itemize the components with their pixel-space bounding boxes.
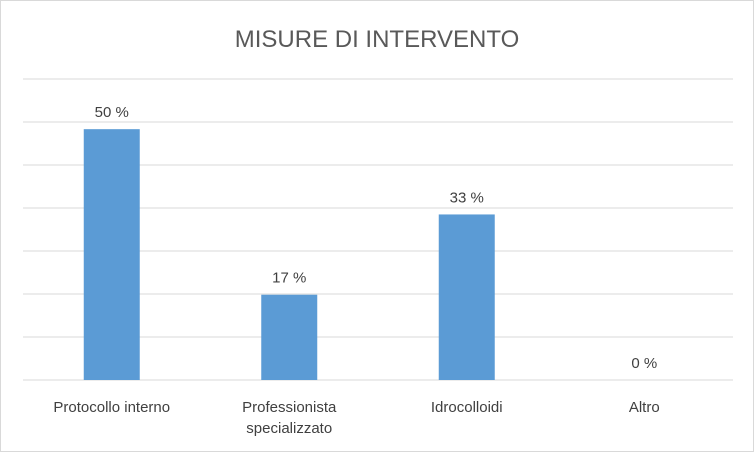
data-label-1: 17 % — [272, 270, 306, 287]
category-label-0: Protocollo interno — [53, 399, 170, 416]
bar-2 — [438, 214, 495, 380]
data-label-3: 0 % — [631, 355, 657, 372]
category-label-2: Idrocolloidi — [431, 399, 503, 416]
data-label-0: 50 % — [95, 104, 129, 121]
bars — [83, 129, 495, 380]
data-label-2: 33 % — [450, 189, 484, 206]
chart-title: MISURE DI INTERVENTO — [235, 26, 519, 53]
bar-1 — [261, 294, 318, 380]
data-labels: 50 % 17 % 33 % 0 % — [95, 104, 658, 372]
category-labels: Protocollo interno Professionista speciali… — [53, 399, 659, 437]
gridlines — [23, 78, 733, 381]
category-label-1: Professionista specializzato — [242, 399, 337, 437]
category-label-3: Altro — [629, 399, 660, 416]
bar-0 — [83, 129, 140, 380]
